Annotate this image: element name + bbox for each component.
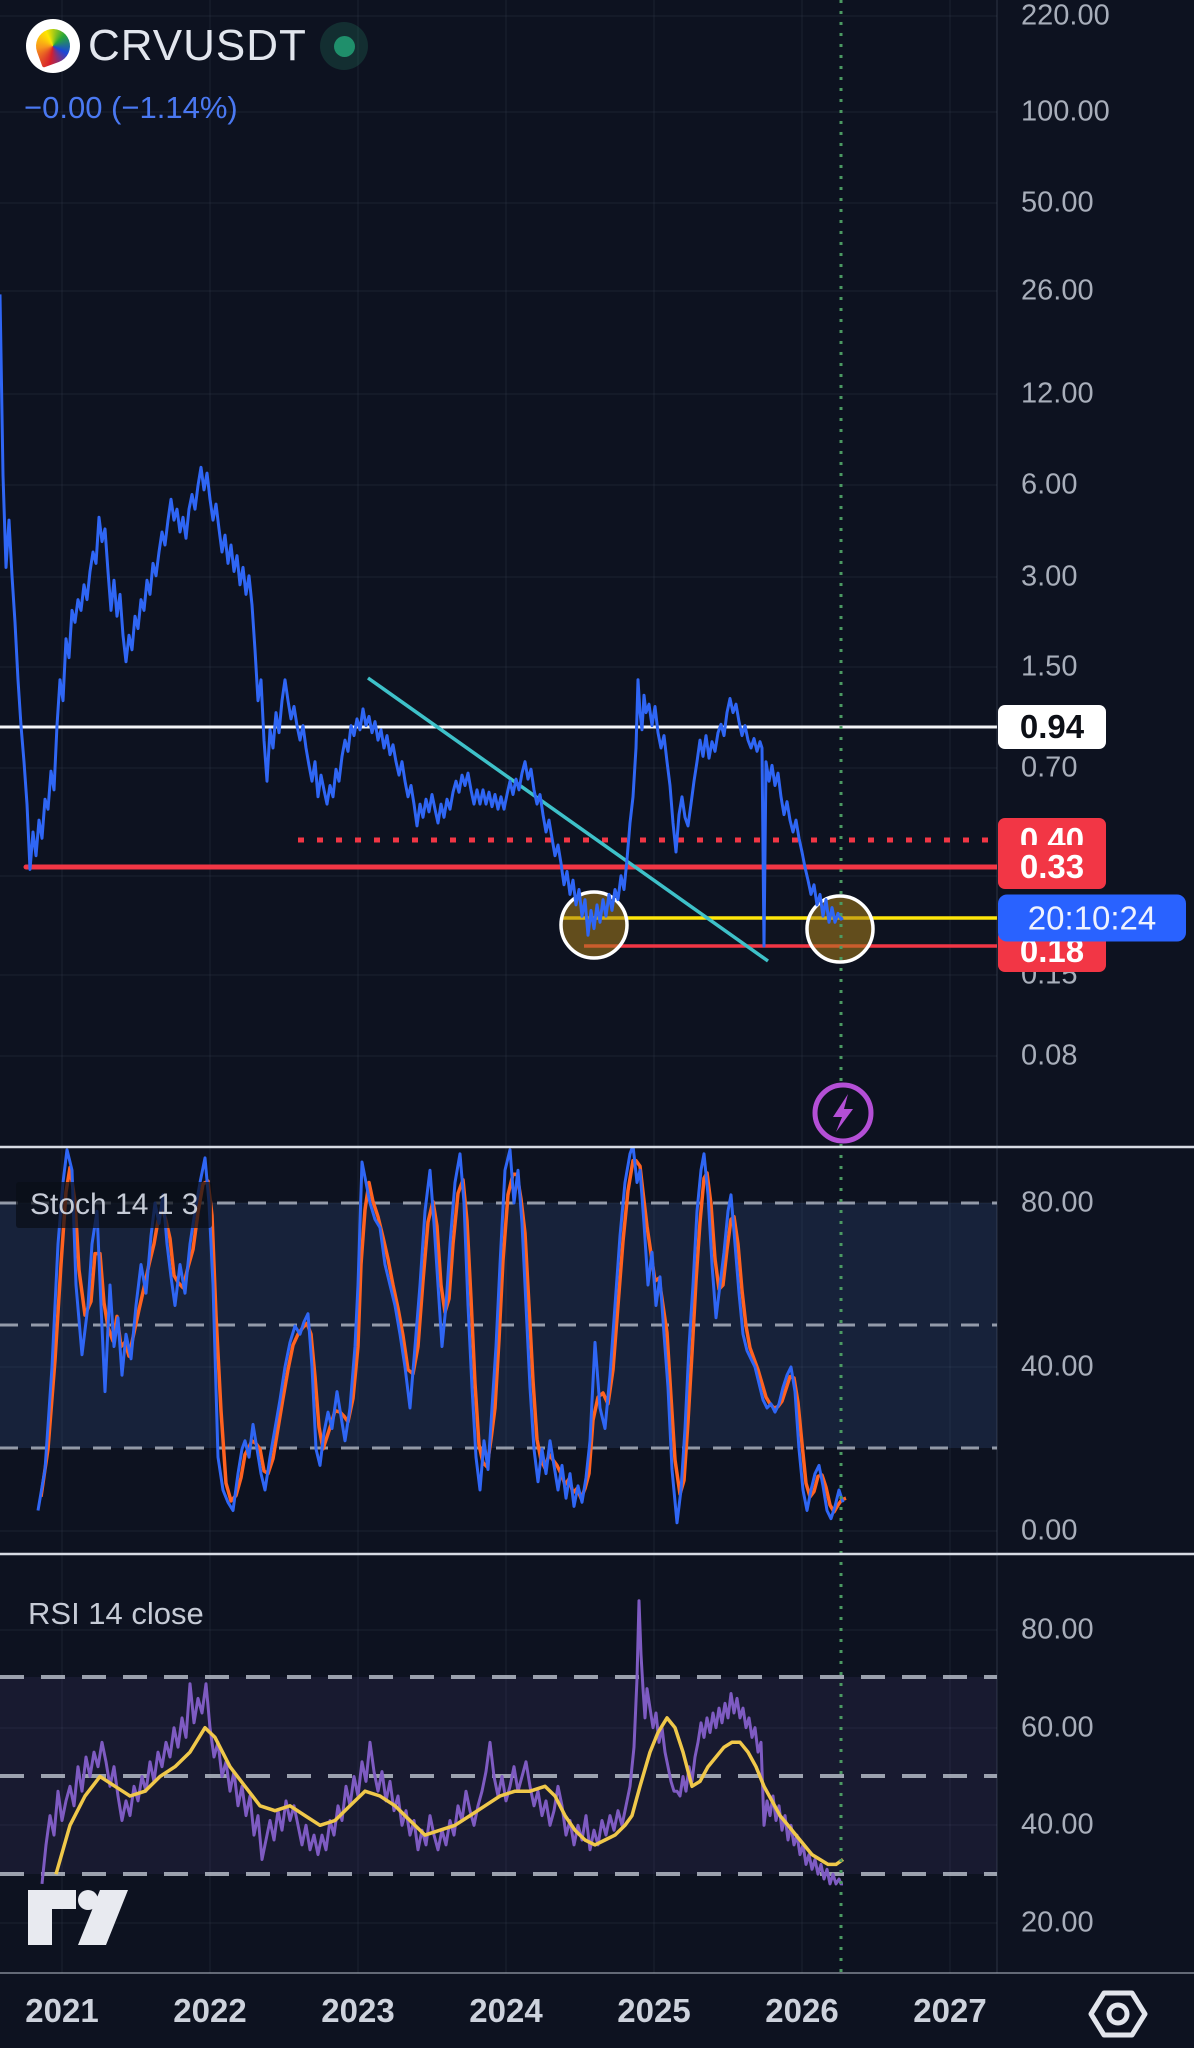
rsi-series xyxy=(40,1599,843,1886)
price-line-series xyxy=(0,294,844,948)
descending-trendline[interactable] xyxy=(366,676,770,963)
vertical-gridlines xyxy=(61,0,951,1973)
price-change-text: −0.00 (−1.14%) xyxy=(24,90,238,125)
crv-token-logo-icon[interactable] xyxy=(26,19,80,73)
main-horizontal-gridlines xyxy=(0,15,997,1057)
tradingview-logo-icon[interactable] xyxy=(26,1886,130,1946)
stoch-k-series xyxy=(36,1148,845,1525)
settings-gear-icon[interactable] xyxy=(1087,1988,1149,2040)
rsi-pane-label[interactable]: RSI 14 close xyxy=(28,1596,204,1631)
crv-swirl-icon xyxy=(31,24,75,68)
symbol-title[interactable]: CRVUSDT xyxy=(88,21,307,70)
price-badge-033: 0.33 xyxy=(998,845,1106,889)
lightning-icon[interactable] xyxy=(812,1082,874,1144)
rsi-horizontal-gridlines xyxy=(0,1629,997,1924)
rsi-dashed-levels xyxy=(0,1675,997,1876)
rsi-ma-series xyxy=(54,1716,845,1875)
price-badge-094: 0.94 xyxy=(998,705,1106,749)
stoch-pane-label[interactable]: Stoch 14 1 3 xyxy=(16,1182,213,1228)
countdown-badge: 20:10:24 xyxy=(998,894,1186,942)
market-status-dot[interactable] xyxy=(320,22,368,70)
